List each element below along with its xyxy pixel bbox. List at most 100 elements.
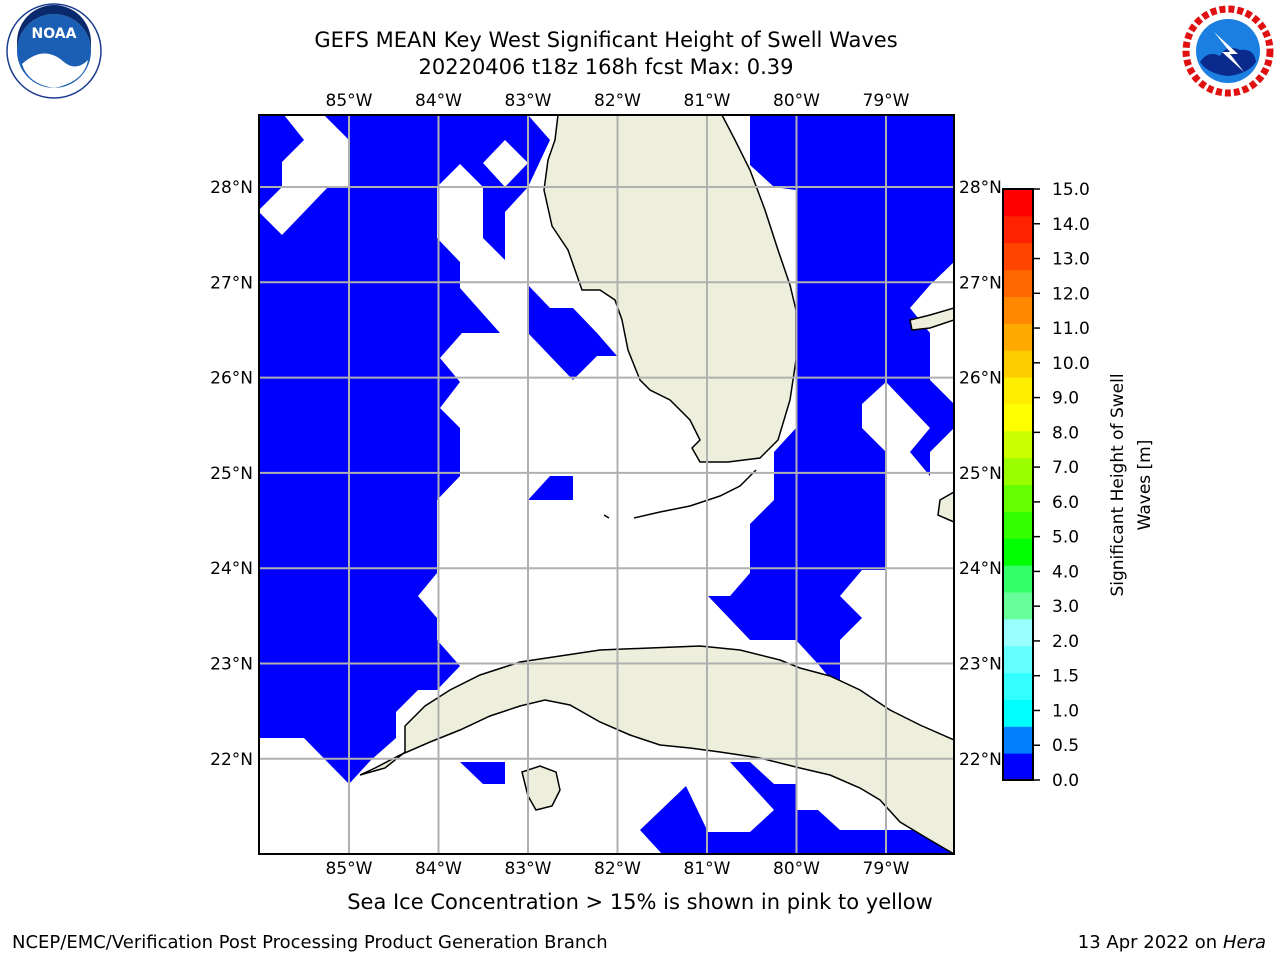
colorbar-tick-label: 1.0 [1052, 701, 1079, 721]
sea-ice-note: Sea Ice Concentration > 15% is shown in … [347, 890, 933, 914]
colorbar-swatch [1003, 565, 1033, 593]
lat-label-right: 22°N [959, 750, 1002, 770]
lat-label-right: 24°N [959, 559, 1002, 579]
map-frame [258, 114, 955, 855]
lon-label-top: 84°W [415, 91, 462, 111]
lat-label-left: 25°N [210, 464, 253, 484]
isle-of-youth [521, 765, 561, 811]
swell-hole-top [483, 140, 528, 187]
colorbar-swatch [1003, 591, 1033, 620]
swell-region-east [708, 115, 954, 690]
colorbar [1003, 189, 1033, 781]
colorbar-tick-label: 1.5 [1052, 667, 1079, 687]
colorbar-tick-label: 15.0 [1052, 180, 1090, 200]
colorbar-swatch [1003, 672, 1033, 700]
lon-labels-bottom: 85°W 84°W 83°W 82°W 81°W 80°W 79°W [326, 859, 910, 879]
colorbar-tick-label: 9.0 [1052, 389, 1079, 409]
colorbar-swatch [1003, 618, 1033, 647]
colorbar-tick-label: 5.0 [1052, 528, 1079, 548]
colorbar-tick-label: 3.0 [1052, 597, 1079, 617]
colorbar-tick-label: 11.0 [1052, 319, 1090, 339]
lon-labels-top: 85°W 84°W 83°W 82°W 81°W 80°W 79°W [326, 91, 910, 111]
noaa-logo: NOAA [6, 3, 102, 99]
credit-text: NCEP/EMC/Verification Post Processing Pr… [12, 932, 608, 953]
nws-logo [1182, 5, 1274, 97]
colorbar-swatch [1003, 323, 1033, 351]
colorbar-swatch [1003, 269, 1033, 297]
colorbar-swatch [1003, 377, 1033, 405]
colorbar-tick-label: 0.5 [1052, 736, 1079, 756]
colorbar-swatch [1003, 242, 1033, 271]
lon-label-top: 83°W [505, 91, 552, 111]
lon-label-top: 81°W [684, 91, 731, 111]
florida-keys [633, 469, 757, 519]
lat-label-left: 28°N [210, 178, 253, 198]
swell-region-south [640, 762, 954, 854]
swell-region-cuba-south [460, 762, 505, 784]
colorbar-ticks: 0.0 0.5 1.0 1.5 2.0 3.0 4.0 5.0 6.0 7.0 8.0 9.0 10.0… [1033, 180, 1090, 791]
colorbar-swatch [1003, 699, 1033, 727]
colorbar-swatch [1003, 457, 1033, 485]
colorbar-swatch [1003, 538, 1033, 566]
lon-label-bottom: 84°W [415, 859, 462, 879]
swell-region-small [528, 476, 573, 500]
colorbar-swatch [1003, 511, 1033, 539]
colorbar-tick-label: 8.0 [1052, 423, 1079, 443]
colorbar-title-2: Waves [m] [1135, 440, 1155, 531]
colorbar-swatch [1003, 350, 1033, 378]
lat-label-right: 28°N [959, 178, 1002, 198]
swell-hole-east [862, 382, 930, 452]
lon-label-bottom: 79°W [863, 859, 910, 879]
chart-subtitle: 20220406 t18z 168h fcst Max: 0.39 [418, 55, 794, 79]
colorbar-swatch [1003, 296, 1033, 324]
lon-label-top: 79°W [863, 91, 910, 111]
lat-labels-right: 28°N 27°N 26°N 25°N 24°N 23°N 22°N [959, 178, 1002, 770]
colorbar-swatch [1003, 430, 1033, 459]
colorbar-swatch [1003, 726, 1033, 754]
colorbar-swatch [1003, 645, 1033, 674]
lat-label-left: 22°N [210, 750, 253, 770]
colorbar-swatch [1003, 189, 1033, 217]
lat-label-right: 27°N [959, 273, 1002, 293]
colorbar-tick-label: 14.0 [1052, 215, 1090, 235]
colorbar-swatch [1003, 403, 1033, 432]
lon-label-bottom: 82°W [594, 859, 641, 879]
colorbar-tick-label: 0.0 [1052, 771, 1079, 791]
lat-label-right: 26°N [959, 369, 1002, 389]
lat-label-right: 23°N [959, 655, 1002, 675]
lat-label-left: 23°N [210, 655, 253, 675]
date-host: Hera [1222, 932, 1266, 953]
bahamas-land-2 [937, 491, 954, 523]
date-text: 13 Apr 2022 on Hera [1078, 932, 1266, 953]
colorbar-swatch [1003, 484, 1033, 512]
noaa-logo-text: NOAA [32, 26, 77, 42]
colorbar-frame [1002, 188, 1034, 781]
colorbar-tick-label: 2.0 [1052, 632, 1079, 652]
gridlines [259, 115, 954, 854]
date-label: 13 Apr 2022 on [1077, 932, 1223, 953]
swell-region-tampa [528, 285, 617, 380]
colorbar-tick-label: 4.0 [1052, 562, 1079, 582]
colorbar-swatch [1003, 753, 1033, 781]
colorbar-tick-label: 10.0 [1052, 354, 1090, 374]
colorbar-tick-label: 7.0 [1052, 458, 1079, 478]
lon-label-top: 80°W [773, 91, 820, 111]
lat-label-left: 27°N [210, 273, 253, 293]
lon-label-bottom: 83°W [505, 859, 552, 879]
lon-label-bottom: 80°W [773, 859, 820, 879]
colorbar-swatch [1003, 215, 1033, 244]
colorbar-title-1: Significant Height of Swell [1108, 373, 1128, 596]
colorbar-tick-label: 6.0 [1052, 493, 1079, 513]
lon-label-top: 85°W [326, 91, 373, 111]
lat-label-left: 26°N [210, 369, 253, 389]
florida-land [543, 115, 797, 463]
lon-label-bottom: 85°W [326, 859, 373, 879]
colorbar-tick-label: 13.0 [1052, 250, 1090, 270]
colorbar-tick-label: 12.0 [1052, 284, 1090, 304]
lat-label-right: 25°N [959, 464, 1002, 484]
chart-title: GEFS MEAN Key West Significant Height of… [314, 28, 898, 52]
lat-label-left: 24°N [210, 559, 253, 579]
lat-labels-left: 28°N 27°N 26°N 25°N 24°N 23°N 22°N [210, 178, 253, 770]
lon-label-top: 82°W [594, 91, 641, 111]
